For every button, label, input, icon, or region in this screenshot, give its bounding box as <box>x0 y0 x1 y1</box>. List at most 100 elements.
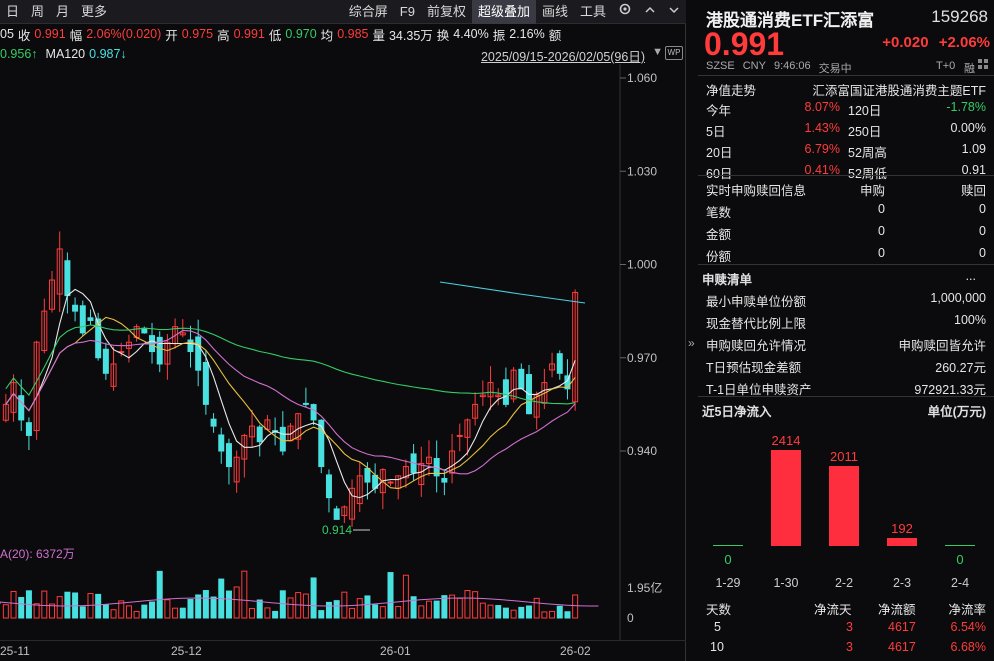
volume-bar <box>179 607 186 619</box>
volume-bar <box>249 607 256 619</box>
x-label-nov: 25-11 <box>0 644 30 658</box>
realtime-label: 笔数 <box>706 206 732 220</box>
status-row: SZSE CNY 9:46:06 交易中 T+0 融 <box>706 59 992 76</box>
candle-body <box>102 348 109 374</box>
col-inflow-days: 净流天 <box>814 603 852 617</box>
nav-row: 60日 0.41% 52周低 0.91 <box>698 160 994 181</box>
forward-adjust-button[interactable]: 前复权 <box>426 4 466 19</box>
f9-button[interactable]: F9 <box>399 4 415 19</box>
caret-down-icon[interactable]: ▼ <box>652 46 663 58</box>
ma-prev-value: 0.956↑ <box>0 47 38 61</box>
composite-screen-button[interactable]: 综合屏 <box>348 4 388 19</box>
netflow-title: 近5日净流入 <box>702 405 772 419</box>
ma120-label: MA120 <box>45 47 86 61</box>
settle-type: T+0 <box>936 60 956 72</box>
candle-body <box>379 469 386 494</box>
volume-bar <box>118 600 125 619</box>
candle-body <box>110 363 117 387</box>
volume-bar <box>318 610 325 619</box>
date-range-selector[interactable]: 2025/09/15-2026/02/05(96日) <box>480 50 645 64</box>
ma10-line <box>5 316 576 490</box>
volume-bar <box>133 610 140 619</box>
volume-bar <box>572 594 579 619</box>
candle-body <box>502 379 509 405</box>
candle-body <box>356 475 363 505</box>
volume-bar <box>272 610 279 619</box>
realtime-label: 金额 <box>706 228 732 242</box>
low-label: 低 <box>268 28 282 43</box>
candle-body <box>256 426 263 443</box>
candle-body <box>418 462 425 486</box>
candle-body <box>541 382 548 404</box>
price-axis-label: 1.030 <box>627 164 657 178</box>
kline-pane[interactable]: 日 周 月 更多 综合屏 F9 前复权 超级叠加 画线 工具 05 收 0.99… <box>0 0 686 661</box>
nav-title: 净值走势 <box>706 84 757 98</box>
candle-body <box>25 422 32 436</box>
tools-button[interactable]: 工具 <box>579 4 606 19</box>
netflow-bar-value: 2011 <box>830 449 858 465</box>
grid-icon[interactable] <box>978 59 989 73</box>
super-overlay-button[interactable]: 超级叠加 <box>471 0 536 24</box>
volume-bar <box>225 590 232 619</box>
draw-line-button[interactable]: 画线 <box>541 4 568 19</box>
creation-list-section: 申赎清单 ... 最小申赎单位份额 1,000,000 现金替代比例上限 100… <box>698 264 994 397</box>
volume-bar <box>341 591 348 619</box>
ma20-line <box>5 329 576 475</box>
ma60-line <box>5 324 576 405</box>
chevron-up-icon[interactable] <box>638 0 662 24</box>
volume-bar <box>279 590 286 619</box>
ma-legend-row: 0.956↑ MA120 0.987↓ <box>0 44 686 64</box>
volume-bar <box>449 594 456 619</box>
nav-value: 1.09 <box>961 142 986 156</box>
avg-label: 均 <box>320 28 334 43</box>
realtime-value: 0 <box>979 202 986 216</box>
candle-body <box>387 481 394 484</box>
realtime-label: 份额 <box>706 250 732 264</box>
volume-bar <box>18 597 25 619</box>
high-value: 0.991 <box>233 27 265 41</box>
date-axis: 25-11 25-12 26-01 26-02 <box>0 640 686 661</box>
list-label: T日预估现金差额 <box>706 361 802 375</box>
volume-bar <box>202 590 209 619</box>
period-month-button[interactable]: 月 <box>56 3 70 19</box>
volume-bar <box>149 601 156 619</box>
volume-chart[interactable]: 1.95亿 0 <box>0 540 686 640</box>
change-pct: +2.06% <box>938 34 990 51</box>
nav-label: 52周高 <box>848 146 887 160</box>
chevron-down-icon[interactable] <box>662 0 686 24</box>
market-code: SZSE <box>706 60 735 72</box>
netflow-bar <box>713 545 743 546</box>
swing-label: 振 <box>492 28 506 43</box>
period-day-button[interactable]: 日 <box>6 3 20 19</box>
list-more-button[interactable]: ... <box>965 269 976 283</box>
volume-bar <box>487 604 494 619</box>
candle-body <box>472 403 479 419</box>
candle-body <box>464 419 471 438</box>
candle-body <box>87 317 94 321</box>
list-label: T-1日单位申赎资产 <box>706 383 812 397</box>
volume-bar <box>64 591 71 619</box>
volume-bar <box>418 605 425 619</box>
candle-body <box>333 508 340 520</box>
candle-body <box>202 361 209 405</box>
volume-bar <box>402 574 409 619</box>
netflow-header: 近5日净流入 单位(万元) <box>698 398 994 419</box>
collapse-panel-icon[interactable]: » <box>688 336 695 350</box>
wp-icon[interactable]: WP <box>665 46 683 60</box>
volume-bar <box>333 600 340 619</box>
candlestick-chart[interactable]: 1.060 1.030 1.000 0.970 0.940 0.914 <box>0 64 686 544</box>
volume-bar <box>395 606 402 619</box>
realtime-value: 0 <box>878 224 885 238</box>
netflow-bar-date: 1-30 <box>773 576 799 590</box>
x-label-feb: 26-02 <box>560 644 591 658</box>
period-more-button[interactable]: 更多 <box>81 3 108 19</box>
period-week-button[interactable]: 周 <box>31 3 45 19</box>
list-row: T日预估现金差额 260.27元 <box>698 354 994 375</box>
row-days: 5 <box>714 620 721 634</box>
volume-bar <box>210 596 217 619</box>
settings-gear-icon[interactable] <box>612 0 638 24</box>
volume-bar <box>233 586 240 619</box>
list-value: 100% <box>954 313 986 327</box>
volume-bar <box>387 572 394 619</box>
netflow-bar <box>887 538 917 546</box>
